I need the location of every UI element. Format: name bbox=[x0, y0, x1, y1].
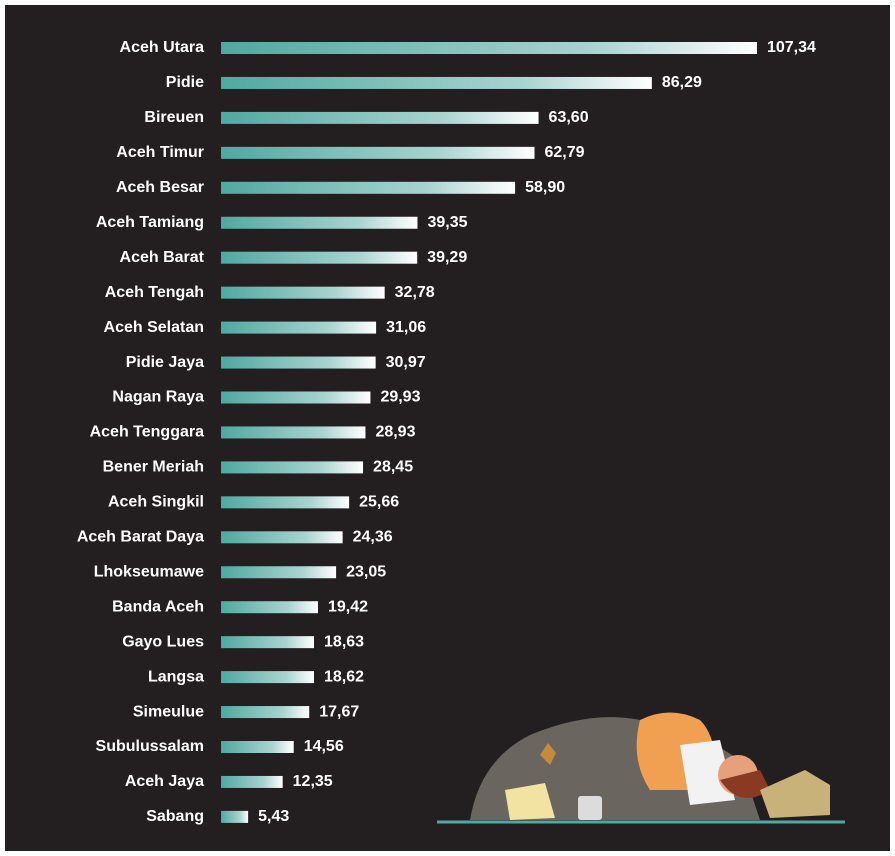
value-label: 30,97 bbox=[386, 354, 426, 371]
category-label: Aceh Besar bbox=[116, 179, 204, 196]
category-label: Aceh Barat bbox=[120, 249, 205, 266]
value-label: 39,35 bbox=[427, 214, 467, 231]
category-label: Nagan Raya bbox=[112, 389, 204, 406]
value-label: 17,67 bbox=[319, 703, 359, 720]
value-label: 28,93 bbox=[375, 424, 415, 441]
category-label: Banda Aceh bbox=[112, 598, 204, 615]
category-label: Langsa bbox=[148, 668, 204, 685]
category-label: Sabang bbox=[146, 808, 204, 825]
bar bbox=[221, 182, 515, 194]
bar bbox=[221, 741, 294, 753]
bar bbox=[221, 392, 370, 404]
category-label: Lhokseumawe bbox=[94, 563, 204, 580]
category-label: Subulussalam bbox=[96, 738, 204, 755]
page: {"chart_data": {"type": "bar", "orientat… bbox=[0, 0, 895, 856]
bar bbox=[221, 706, 309, 718]
category-label: Aceh Tenggara bbox=[90, 424, 205, 441]
value-label: 18,62 bbox=[324, 668, 364, 685]
category-label: Pidie Jaya bbox=[126, 354, 204, 371]
value-label: 24,36 bbox=[353, 529, 393, 546]
bar bbox=[221, 217, 417, 229]
value-label: 29,93 bbox=[380, 389, 420, 406]
bar bbox=[221, 461, 363, 473]
category-label: Pidie bbox=[166, 74, 204, 91]
bar bbox=[221, 426, 365, 438]
category-label: Simeulue bbox=[133, 703, 204, 720]
chart: Aceh Utara 107,34 Pidie 86,29 Bireuen 63,60 Ac… bbox=[0, 0, 895, 856]
category-label: Aceh Barat Daya bbox=[77, 529, 204, 546]
value-label: 28,45 bbox=[373, 459, 413, 476]
category-label: Aceh Timur bbox=[116, 144, 204, 161]
value-label: 58,90 bbox=[525, 179, 565, 196]
value-label: 18,63 bbox=[324, 633, 364, 650]
value-label: 31,06 bbox=[386, 319, 426, 336]
value-label: 14,56 bbox=[304, 738, 344, 755]
bar bbox=[221, 147, 535, 159]
value-label: 62,79 bbox=[545, 144, 585, 161]
category-label: Aceh Selatan bbox=[104, 319, 204, 336]
bar bbox=[221, 601, 318, 613]
value-label: 63,60 bbox=[549, 109, 589, 126]
bar bbox=[221, 811, 248, 823]
value-label: 107,34 bbox=[767, 39, 816, 56]
bar bbox=[221, 636, 314, 648]
category-label: Aceh Tengah bbox=[105, 284, 204, 301]
category-label: Aceh Tamiang bbox=[96, 214, 204, 231]
value-label: 19,42 bbox=[328, 598, 368, 615]
bar bbox=[221, 531, 343, 543]
bar bbox=[221, 287, 385, 299]
value-label: 25,66 bbox=[359, 494, 399, 511]
category-label: Aceh Singkil bbox=[108, 494, 204, 511]
category-label: Gayo Lues bbox=[122, 633, 204, 650]
bar bbox=[221, 776, 283, 788]
bar bbox=[221, 42, 757, 54]
bar bbox=[221, 671, 314, 683]
category-label: Bener Meriah bbox=[103, 459, 204, 476]
bar bbox=[221, 77, 652, 89]
bar bbox=[221, 357, 376, 369]
category-label: Aceh Jaya bbox=[125, 773, 204, 790]
value-label: 12,35 bbox=[293, 773, 333, 790]
category-label: Aceh Utara bbox=[120, 39, 205, 56]
value-label: 23,05 bbox=[346, 563, 386, 580]
bar bbox=[221, 496, 349, 508]
bar bbox=[221, 566, 336, 578]
bar bbox=[221, 322, 376, 334]
value-label: 39,29 bbox=[427, 249, 467, 266]
bar bbox=[221, 252, 417, 264]
bar bbox=[221, 112, 539, 124]
value-label: 86,29 bbox=[662, 74, 702, 91]
value-label: 5,43 bbox=[258, 808, 289, 825]
category-label: Bireuen bbox=[144, 109, 204, 126]
value-label: 32,78 bbox=[395, 284, 435, 301]
